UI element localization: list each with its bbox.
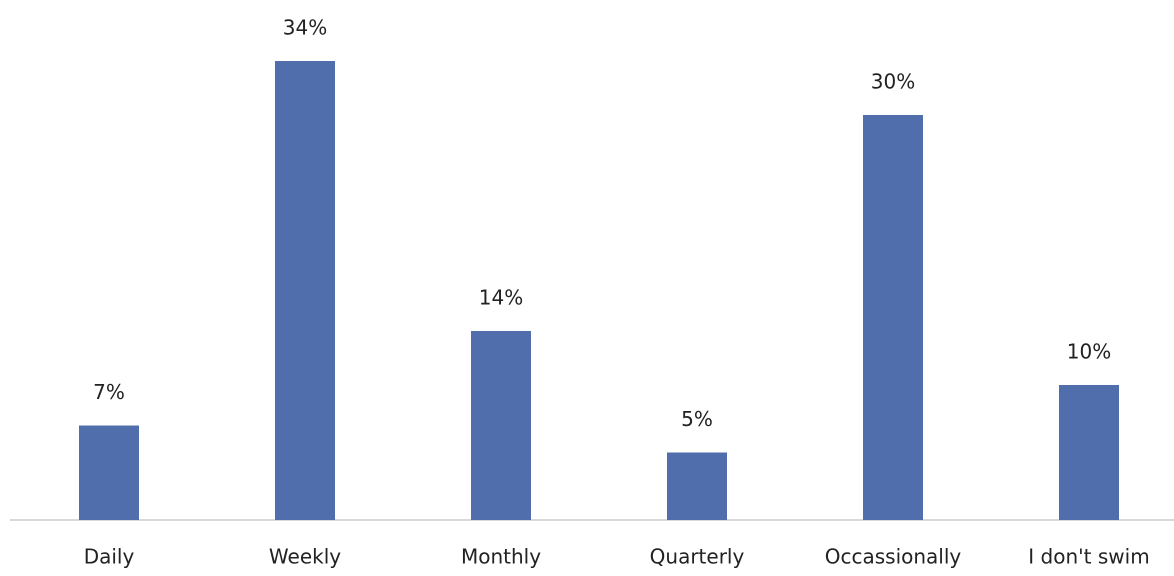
bar <box>863 115 923 520</box>
data-label: 30% <box>871 70 915 94</box>
bar <box>275 61 335 520</box>
x-tick-label: Daily <box>84 545 135 569</box>
x-tick-label: I don't swim <box>1028 545 1149 569</box>
bar <box>471 331 531 520</box>
bar <box>1059 385 1119 520</box>
data-label: 10% <box>1067 340 1111 364</box>
x-tick-label: Occassionally <box>825 545 962 569</box>
bar <box>79 425 139 520</box>
x-tick-label: Weekly <box>269 545 341 569</box>
data-label: 7% <box>93 380 125 404</box>
data-label: 14% <box>479 286 523 310</box>
x-tick-label: Monthly <box>461 545 541 569</box>
x-tick-label: Quarterly <box>650 545 745 569</box>
bar <box>667 452 727 520</box>
data-label: 5% <box>681 407 713 431</box>
data-label: 34% <box>283 16 327 40</box>
